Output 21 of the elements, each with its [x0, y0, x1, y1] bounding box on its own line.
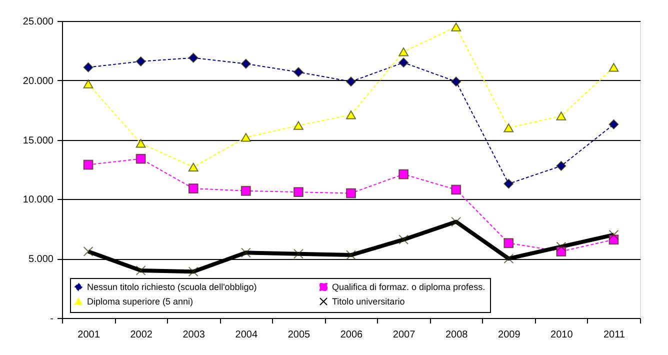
- legend-label: Nessun titolo richiesto (scuola dell'obbligo): [87, 282, 257, 292]
- x-tick-label: 2009: [498, 330, 521, 340]
- x-tick-label: 2008: [445, 330, 468, 340]
- x-tick-label: 2006: [340, 330, 364, 340]
- x-tick-label: 2002: [130, 330, 153, 340]
- y-tick-label: 25.000: [22, 16, 54, 28]
- x-tick-label: 2001: [78, 330, 100, 340]
- legend-label: Qualifica di formaz. o diploma profess.: [332, 282, 486, 292]
- y-tick-label: 20.000: [22, 76, 54, 87]
- y-tick-label: 10.000: [22, 194, 54, 206]
- x-tick-label: 2010: [550, 330, 574, 340]
- x-tick-label: 2004: [235, 330, 258, 340]
- y-tick-label: 5.000: [28, 254, 54, 266]
- x-tick-label: 2011: [603, 330, 626, 340]
- legend-label: Diploma superiore (5 anni): [87, 296, 194, 306]
- x-tick-label: 2007: [392, 330, 416, 340]
- x-tick-label: 2005: [288, 330, 311, 340]
- legend-label: Titolo universitario: [332, 296, 405, 306]
- y-tick-label: 15.000: [22, 135, 54, 146]
- y-tick-label: -: [50, 314, 54, 324]
- x-tick-label: 2003: [182, 330, 206, 340]
